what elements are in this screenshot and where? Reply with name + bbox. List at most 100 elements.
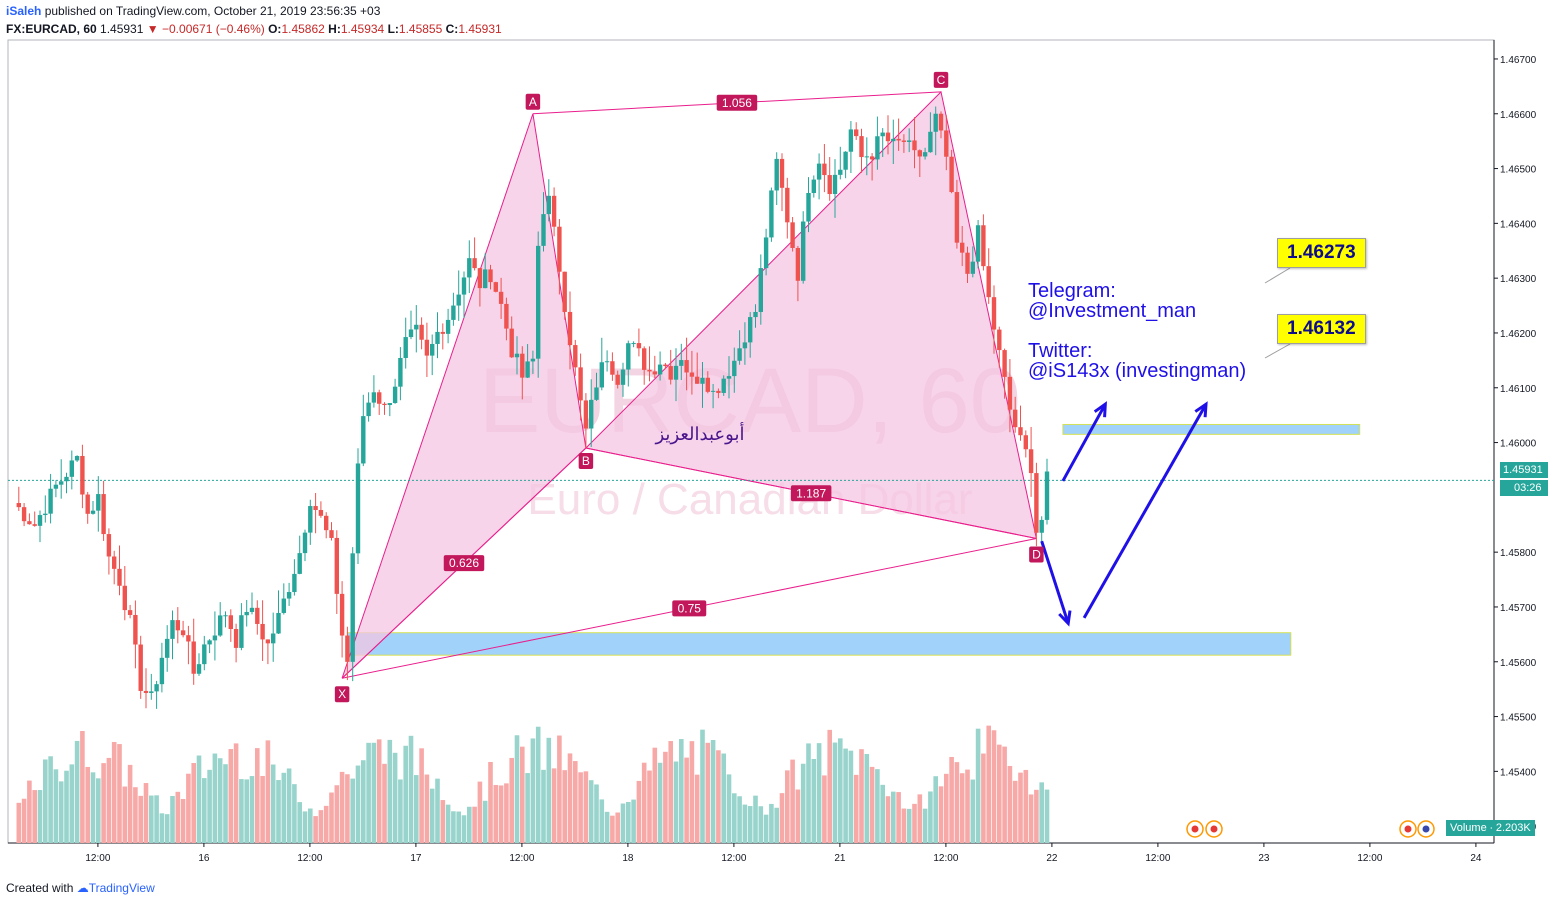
- candle-body: [196, 664, 202, 674]
- candle-body: [700, 377, 705, 384]
- volume-bar: [1044, 789, 1050, 843]
- candle-body: [498, 291, 504, 304]
- x-tick-label: 12:00: [1145, 853, 1170, 864]
- candle-body: [191, 641, 196, 674]
- candle-body: [769, 190, 774, 238]
- candle-body: [165, 638, 170, 658]
- publish-info: iSaleh published on TradingView.com, Oct…: [6, 4, 380, 18]
- candle-body: [827, 175, 832, 195]
- y-tick-label: 1.45800: [1500, 548, 1537, 559]
- candle-body: [37, 515, 43, 526]
- volume-bar: [127, 764, 133, 843]
- candle-body: [85, 494, 90, 514]
- high-value: 1.45934: [340, 22, 385, 36]
- pattern-point-c-bg: [933, 71, 949, 88]
- candle-body: [642, 348, 647, 370]
- candle-body: [180, 630, 186, 636]
- target-callout-2[interactable]: 1.46132: [1277, 314, 1366, 344]
- volume-bar: [302, 811, 308, 843]
- volume-bar: [944, 773, 949, 843]
- volume-bar: [164, 814, 170, 843]
- volume-badge[interactable]: Volume ∙ 2.203K: [1446, 820, 1535, 836]
- candle-body: [636, 343, 642, 349]
- volume-bar: [763, 814, 769, 843]
- candle-body: [742, 342, 748, 349]
- volume-bar: [32, 790, 37, 843]
- volume-bar: [567, 753, 573, 843]
- volume-bar: [827, 729, 832, 843]
- candle-body: [398, 357, 403, 387]
- volume-bar: [732, 793, 737, 843]
- y-tick-label: 1.46000: [1500, 439, 1537, 450]
- candle-body: [891, 138, 896, 142]
- volume-bar: [848, 750, 854, 843]
- candle-body: [716, 390, 721, 393]
- volume-bar: [445, 804, 451, 843]
- volume-bar: [716, 750, 721, 843]
- candle-body: [875, 136, 880, 160]
- volume-bar: [504, 783, 509, 843]
- volume-bar: [223, 764, 228, 843]
- candle-body: [652, 371, 657, 375]
- candle-body: [324, 515, 329, 531]
- change-value: −0.00671 (−0.46%): [162, 22, 265, 36]
- candle-body: [811, 179, 816, 194]
- target-callout-1[interactable]: 1.46273: [1277, 238, 1366, 268]
- candle-body: [493, 282, 498, 292]
- author-link[interactable]: iSaleh: [6, 4, 42, 18]
- candle-body: [27, 521, 32, 525]
- candle-body: [573, 345, 578, 368]
- candle-body: [355, 463, 361, 554]
- footer-brand[interactable]: TradingView: [88, 881, 155, 895]
- candle-body: [981, 225, 986, 267]
- symbol-label[interactable]: FX:EURCAD, 60: [6, 22, 97, 36]
- candle-body: [748, 317, 753, 343]
- volume-bar: [69, 764, 75, 843]
- candle-body: [546, 195, 551, 215]
- twitter-label: Twitter:: [1028, 340, 1093, 362]
- pattern-point-b-bg: [578, 453, 594, 470]
- volume-bar: [276, 780, 281, 843]
- candle-body: [848, 129, 854, 152]
- volume-bar: [435, 778, 440, 843]
- pattern-point-a-bg: [525, 93, 541, 110]
- x-tick-label: 24: [1470, 853, 1482, 864]
- volume-bar: [159, 813, 165, 843]
- candle-body: [440, 331, 445, 334]
- candle-body: [832, 174, 838, 195]
- low-value: 1.45855: [398, 22, 443, 36]
- volume-bar: [260, 775, 265, 843]
- volume-bar: [318, 810, 324, 843]
- volume-bar: [101, 763, 106, 843]
- volume-bar: [493, 784, 499, 843]
- volume-bar: [864, 754, 870, 843]
- callout-leader-1: [1264, 267, 1291, 284]
- tradingview-logo-icon: ☁: [76, 881, 89, 895]
- candle-body: [297, 553, 302, 574]
- volume-bar: [562, 770, 567, 843]
- volume-bar: [440, 800, 446, 843]
- candle-body: [960, 242, 965, 253]
- volume-bar: [1007, 765, 1013, 843]
- volume-bar: [769, 803, 774, 843]
- volume-bar: [896, 792, 901, 843]
- volume-bar: [573, 761, 578, 843]
- candle-body: [843, 151, 848, 170]
- candle-body: [668, 366, 673, 380]
- x-tick-label: 16: [198, 853, 210, 864]
- volume-bar: [456, 811, 461, 843]
- candle-body: [318, 510, 324, 516]
- volume-bar: [922, 808, 928, 843]
- candle-body: [663, 364, 668, 367]
- candle-body: [467, 258, 472, 278]
- volume-bar: [774, 807, 779, 843]
- volume-bar: [392, 752, 398, 843]
- candle-body: [48, 488, 53, 514]
- volume-bar: [212, 753, 218, 843]
- y-tick-label: 1.45500: [1500, 713, 1537, 724]
- x-tick-label: 12:00: [509, 853, 534, 864]
- candle-body: [334, 537, 339, 594]
- candle-body: [901, 140, 907, 142]
